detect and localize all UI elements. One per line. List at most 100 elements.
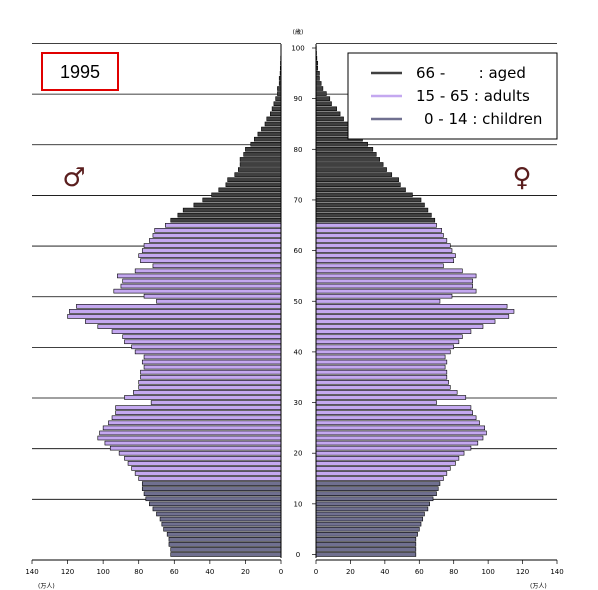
male-bar-age-65 (165, 222, 282, 228)
female-bar-age-29 (315, 405, 472, 410)
female-bar-age-52 (315, 288, 477, 294)
age-tick-label: 60 (294, 247, 303, 255)
female-bar-age-34 (315, 380, 449, 385)
female-bar-age-32 (315, 390, 458, 395)
male-bar-age-22 (104, 440, 282, 446)
female-bar-age-6 (315, 521, 422, 527)
x-tick-label-right: 120 (516, 568, 529, 576)
male-bar-age-81 (250, 141, 282, 147)
male-bar-age-39 (143, 354, 282, 360)
female-bar-age-4 (315, 531, 418, 537)
male-bar-age-30 (150, 400, 282, 405)
x-ticks-right: 0 20 40 60 80 100 120 140 (314, 560, 564, 576)
female-bar-age-17 (315, 466, 451, 471)
female-bar-age-42 (315, 339, 460, 345)
male-bar-age-92 (277, 86, 282, 91)
male-bar-age-23 (97, 435, 282, 441)
male-bar-age-70 (202, 197, 282, 203)
age-unit-label: (歳) (293, 28, 304, 36)
male-bar-age-26 (108, 420, 282, 426)
male-bar-age-14 (141, 481, 282, 486)
male-bar-age-3 (168, 537, 282, 542)
male-bar-age-80 (245, 147, 282, 152)
female-bar-age-9 (315, 506, 429, 512)
female-bar-age-61 (315, 243, 451, 248)
male-bar-age-47 (67, 314, 282, 319)
male-bar-age-40 (134, 349, 282, 355)
male-bar-age-79 (243, 152, 282, 157)
male-bar-age-31 (124, 395, 282, 400)
female-bar-age-77 (315, 162, 384, 167)
female-bar-age-64 (315, 228, 442, 233)
female-bar-age-91 (315, 91, 327, 96)
male-bar-age-37 (143, 364, 282, 370)
male-bar-age-74 (227, 177, 282, 182)
female-bar-age-1 (315, 547, 417, 552)
male-bar-age-12 (143, 491, 282, 496)
age-tick-label: 80 (294, 146, 303, 154)
male-bar-age-43 (122, 334, 282, 339)
female-bar-age-68 (315, 207, 429, 213)
male-bar-age-20 (118, 450, 282, 456)
female-bars (315, 45, 515, 557)
female-bar-age-71 (315, 192, 413, 198)
female-bar-age-39 (315, 354, 446, 360)
female-bar-age-73 (315, 182, 401, 188)
female-bar-age-16 (315, 471, 448, 476)
male-bar-age-50 (156, 298, 282, 304)
male-unit-label: (万人) (38, 583, 55, 590)
legend-label-children: 0 - 14 : children (424, 110, 542, 128)
age-tick-label: 70 (294, 196, 303, 204)
female-bar-age-10 (315, 501, 430, 507)
x-tick-label-left: 20 (241, 568, 250, 576)
female-bar-age-54 (315, 278, 473, 284)
female-bar-age-88 (315, 106, 337, 112)
male-bar-age-25 (102, 425, 282, 431)
male-bar-age-42 (124, 339, 282, 345)
female-bar-age-67 (315, 212, 432, 218)
female-bar-age-51 (315, 293, 453, 299)
x-tick-label-left: 40 (205, 568, 214, 576)
male-bar-age-19 (124, 455, 282, 461)
male-bar-age-41 (131, 344, 282, 350)
age-tick-label: 50 (294, 298, 303, 306)
x-tick-label-left: 60 (170, 568, 179, 576)
age-tick-label: 10 (294, 500, 303, 508)
male-bar-age-69 (193, 202, 282, 208)
female-bar-age-55 (315, 273, 477, 279)
female-bar-age-13 (315, 486, 439, 491)
male-bar-age-21 (109, 445, 282, 451)
male-bar-age-55 (117, 273, 282, 279)
female-bar-age-36 (315, 369, 448, 375)
female-bar-age-24 (315, 430, 487, 436)
female-symbol: ♀ (512, 163, 531, 193)
male-bar-age-78 (239, 157, 282, 162)
female-bar-age-92 (315, 86, 324, 91)
x-tick-label-left: 120 (61, 568, 74, 576)
female-bar-age-11 (315, 496, 434, 502)
male-bar-age-82 (254, 136, 282, 142)
female-bar-age-28 (315, 410, 473, 415)
male-bar-age-71 (211, 192, 282, 198)
male-bar-age-77 (239, 162, 282, 167)
female-bar-age-87 (315, 111, 341, 117)
female-bar-age-75 (315, 172, 393, 177)
female-bar-age-46 (315, 319, 496, 324)
female-bar-age-69 (315, 202, 425, 208)
male-bar-age-16 (134, 471, 282, 476)
age-tick-label: 20 (294, 450, 303, 458)
male-bar-age-24 (99, 430, 282, 436)
female-bar-age-78 (315, 157, 380, 162)
female-bar-age-30 (315, 400, 437, 405)
male-bar-age-35 (140, 374, 282, 380)
age-tick-label: 90 (294, 95, 303, 103)
male-bar-age-0 (170, 552, 282, 557)
male-bar-age-67 (177, 212, 282, 218)
female-bar-age-25 (315, 425, 485, 431)
male-bar-age-53 (120, 283, 282, 289)
year-box (41, 52, 119, 91)
x-tick-label-right: 20 (346, 568, 355, 576)
female-bar-age-84 (315, 126, 353, 132)
male-bar-age-56 (134, 268, 282, 274)
